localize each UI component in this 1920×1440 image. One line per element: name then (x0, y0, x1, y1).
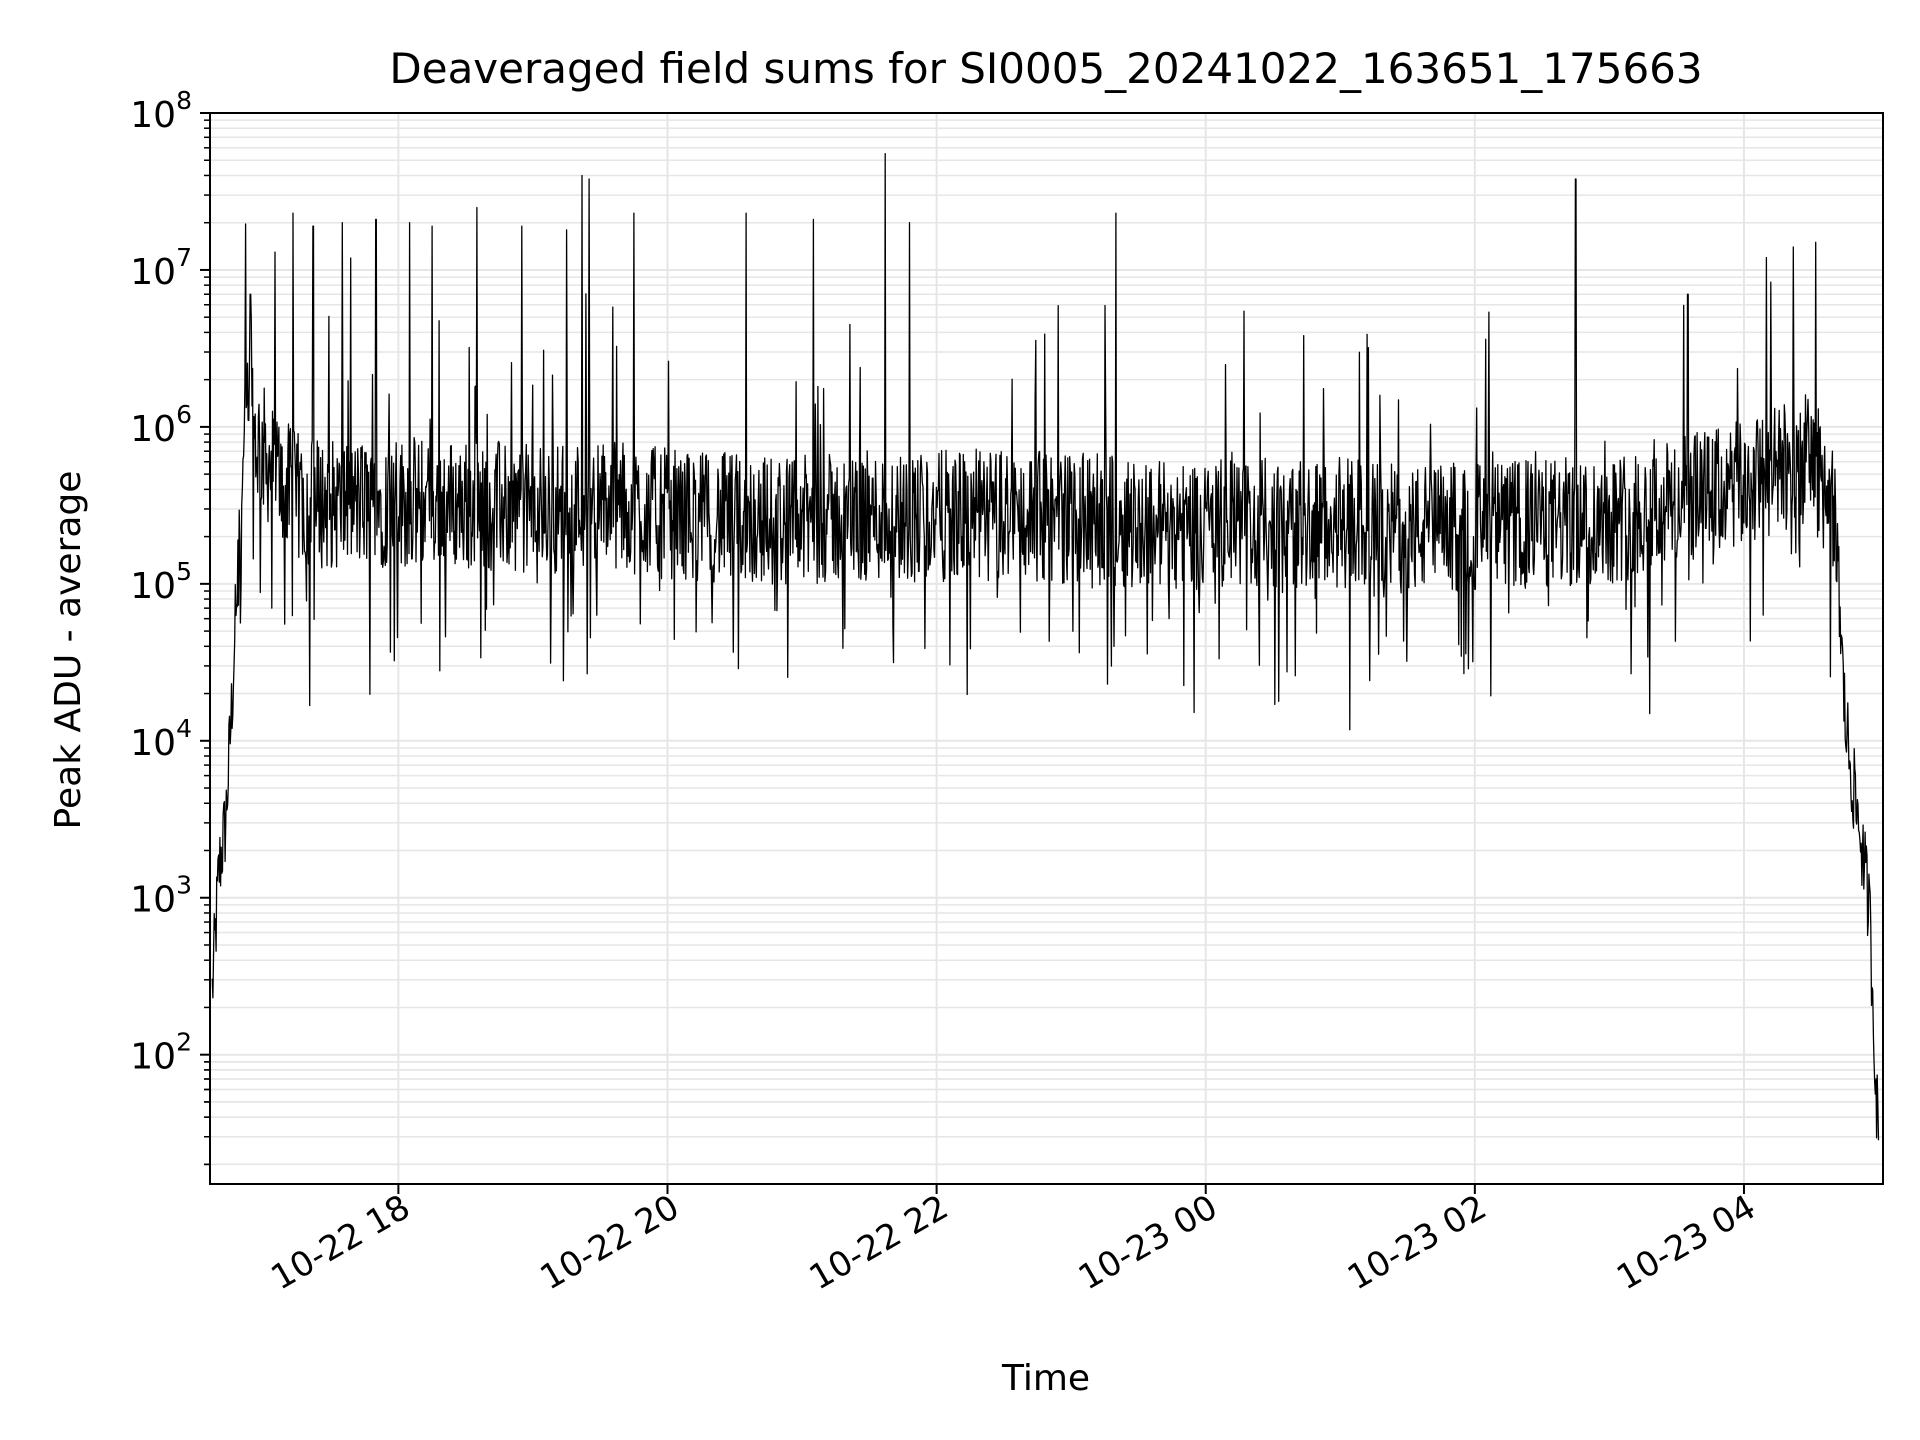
y-tick-exponent: 2 (176, 1028, 192, 1057)
y-tick-exponent: 4 (176, 714, 192, 743)
y-tick-exponent: 8 (176, 86, 192, 115)
y-tick-exponent: 3 (176, 871, 192, 900)
y-tick-base: 10 (130, 1037, 176, 1078)
y-tick-label: 107 (130, 243, 192, 293)
series-layer (211, 153, 1880, 1141)
y-tick-label: 102 (130, 1028, 192, 1078)
y-tick-label: 105 (130, 557, 192, 607)
y-tick-exponent: 5 (176, 557, 192, 586)
x-axis-label: Time (1001, 1358, 1090, 1399)
chart-title: Deaveraged field sums for SI0005_2024102… (389, 44, 1702, 93)
y-tick-exponent: 6 (176, 400, 192, 429)
y-tick-exponent: 7 (176, 243, 192, 272)
y-tick-base: 10 (130, 723, 176, 764)
plot-frame (209, 112, 1884, 1185)
y-tick-label: 108 (130, 86, 192, 136)
y-tick-label: 104 (130, 714, 192, 764)
series-line (211, 153, 1880, 1141)
y-tick-label: 106 (130, 400, 192, 450)
y-tick-base: 10 (130, 95, 176, 136)
y-tick-base: 10 (130, 409, 176, 450)
y-tick-base: 10 (130, 252, 176, 293)
y-tick-label: 103 (130, 871, 192, 921)
y-tick-base: 10 (130, 566, 176, 607)
y-tick-base: 10 (130, 880, 176, 921)
y-axis-label: Peak ADU - average (48, 471, 89, 830)
